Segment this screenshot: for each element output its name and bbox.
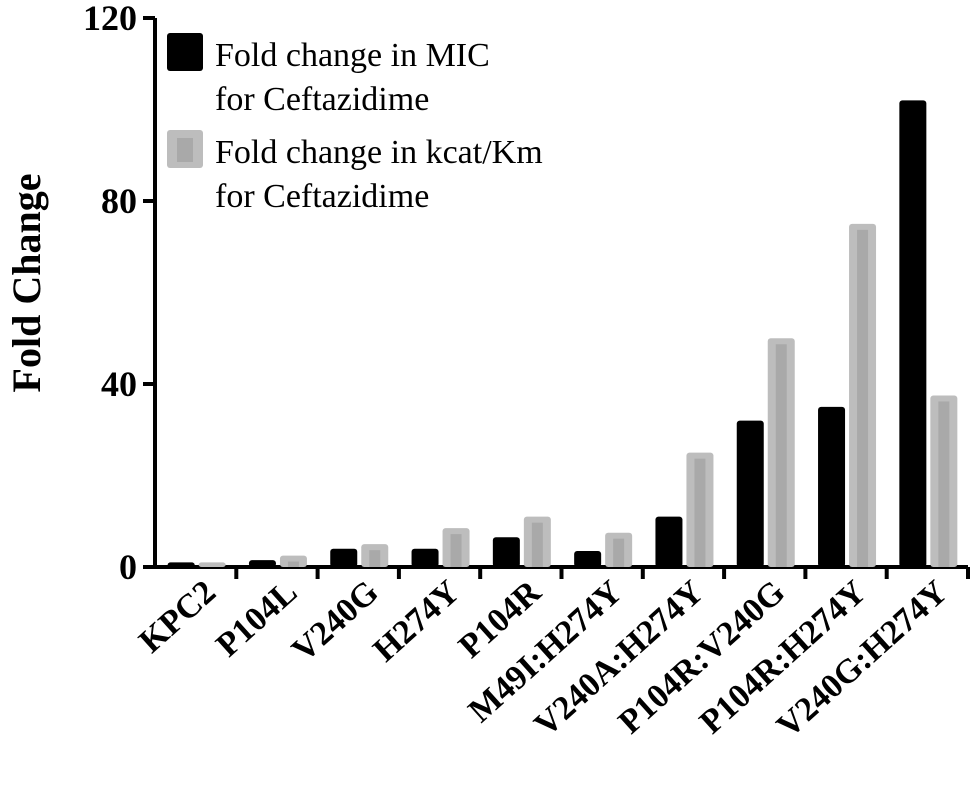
legend-entry-label: for Ceftazidime: [215, 81, 429, 118]
bar-kcat-shade: [694, 458, 706, 567]
bar-kcat: [198, 562, 226, 567]
y-axis-label: Fold Change: [4, 174, 49, 393]
legend-entry-label: Fold change in kcat/Km: [215, 134, 543, 171]
bars: [167, 100, 958, 567]
y-tick-label: 40: [101, 364, 137, 404]
bar-kcat-shade: [287, 561, 299, 567]
legend-swatch-mic: [167, 33, 203, 71]
x-tick-label: V240G: [285, 573, 386, 669]
legend-swatch-kcat-shade: [177, 138, 193, 162]
legend-entry-label: Fold change in MIC: [215, 37, 490, 74]
x-tick-label: H274Y: [366, 573, 467, 669]
bar-mic: [574, 550, 602, 567]
bar-kcat-shade: [531, 522, 543, 567]
bar-kcat-shade: [613, 538, 625, 567]
legend-entry-label: for Ceftazidime: [215, 178, 429, 215]
bar-mic: [899, 100, 927, 567]
bar-kcat-shade: [369, 550, 381, 567]
x-tick-labels: KPC2P104LV240GH274YP104RM49I:H274YV240A:…: [132, 573, 954, 745]
bar-mic: [655, 516, 683, 567]
y-tick-label: 80: [101, 181, 137, 221]
bar-mic: [492, 537, 520, 567]
bar-mic: [167, 562, 195, 567]
bar-kcat: [279, 555, 307, 567]
bar-mic: [736, 420, 764, 567]
bar-mic: [411, 548, 439, 567]
bar-kcat-shade: [857, 229, 869, 567]
y-tick-label: 120: [83, 0, 137, 38]
x-tick-label: P104L: [209, 573, 304, 664]
bar-mic: [248, 560, 276, 567]
bar-kcat-shade: [938, 401, 950, 567]
bar-kcat-shade: [775, 344, 787, 567]
bar-mic: [330, 548, 358, 567]
bar-kcat-shade: [450, 534, 462, 567]
x-tick-label: KPC2: [132, 573, 223, 660]
legend: Fold change in MIC for Ceftazidime Fold ch…: [167, 33, 543, 215]
y-tick-label: 0: [119, 547, 137, 587]
bar-mic: [818, 406, 846, 567]
